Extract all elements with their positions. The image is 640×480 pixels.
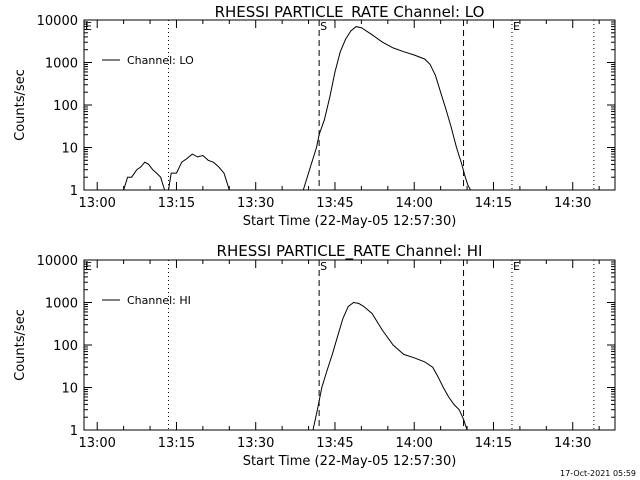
x-axis-label: Start Time (22-May-05 12:57:30)	[243, 214, 457, 229]
marker-label: S	[320, 260, 327, 273]
series-line	[168, 153, 230, 191]
y-tick-label: 1000	[45, 57, 78, 72]
x-tick-label: 13:00	[78, 196, 115, 211]
y-tick-label: 1000	[45, 297, 78, 312]
x-tick-label: 14:00	[395, 436, 432, 451]
y-tick-label: 1	[70, 184, 78, 199]
x-tick-label: 13:30	[237, 196, 274, 211]
x-tick-label: 14:30	[554, 436, 591, 451]
series-line	[123, 161, 166, 191]
y-tick-label: 1	[70, 424, 78, 439]
x-tick-label: 14:00	[395, 196, 432, 211]
x-tick-label: 13:45	[316, 196, 353, 211]
y-tick-label: 100	[53, 339, 78, 354]
timestamp-label: 17-Oct-2021 05:59	[560, 469, 636, 478]
chart-title: RHESSI PARTICLE_RATE Channel: HI	[217, 242, 483, 261]
x-tick-label: 13:15	[158, 196, 195, 211]
y-axis-label: Counts/sec	[13, 309, 28, 381]
marker-label: E	[513, 20, 520, 33]
marker-label: E	[85, 260, 92, 273]
series-line	[302, 26, 472, 191]
plot-frame	[83, 19, 616, 191]
x-axis-label: Start Time (22-May-05 12:57:30)	[243, 454, 457, 469]
y-tick-label: 100	[53, 99, 78, 114]
y-tick-label: 10	[61, 142, 78, 157]
y-tick-label: 10000	[37, 14, 78, 29]
legend-label: Channel: LO	[127, 54, 194, 67]
x-tick-label: 13:30	[237, 436, 274, 451]
hi-channel-panel: RHESSI PARTICLE_RATE Channel: HI 13:00 13:…	[13, 242, 616, 469]
x-tick-label: 13:15	[158, 436, 195, 451]
legend-label: Channel: HI	[127, 294, 191, 307]
y-axis-label: Counts/sec	[13, 69, 28, 141]
marker-label: S	[320, 20, 327, 33]
marker-label: E	[85, 20, 92, 33]
y-tick-label: 10	[61, 382, 78, 397]
x-tick-label: 14:30	[554, 196, 591, 211]
x-tick-label: 13:00	[78, 436, 115, 451]
y-tick-label: 10000	[37, 254, 78, 269]
chart-title: RHESSI PARTICLE_RATE Channel: LO	[215, 3, 485, 22]
plot-frame	[83, 259, 616, 431]
marker-label: E	[513, 260, 520, 273]
x-tick-label: 13:45	[316, 436, 353, 451]
x-tick-label: 14:15	[475, 436, 512, 451]
series-line	[312, 301, 468, 431]
x-tick-label: 14:15	[475, 196, 512, 211]
lo-channel-panel: RHESSI PARTICLE_RATE Channel: LO 13:00 13:…	[13, 3, 616, 229]
